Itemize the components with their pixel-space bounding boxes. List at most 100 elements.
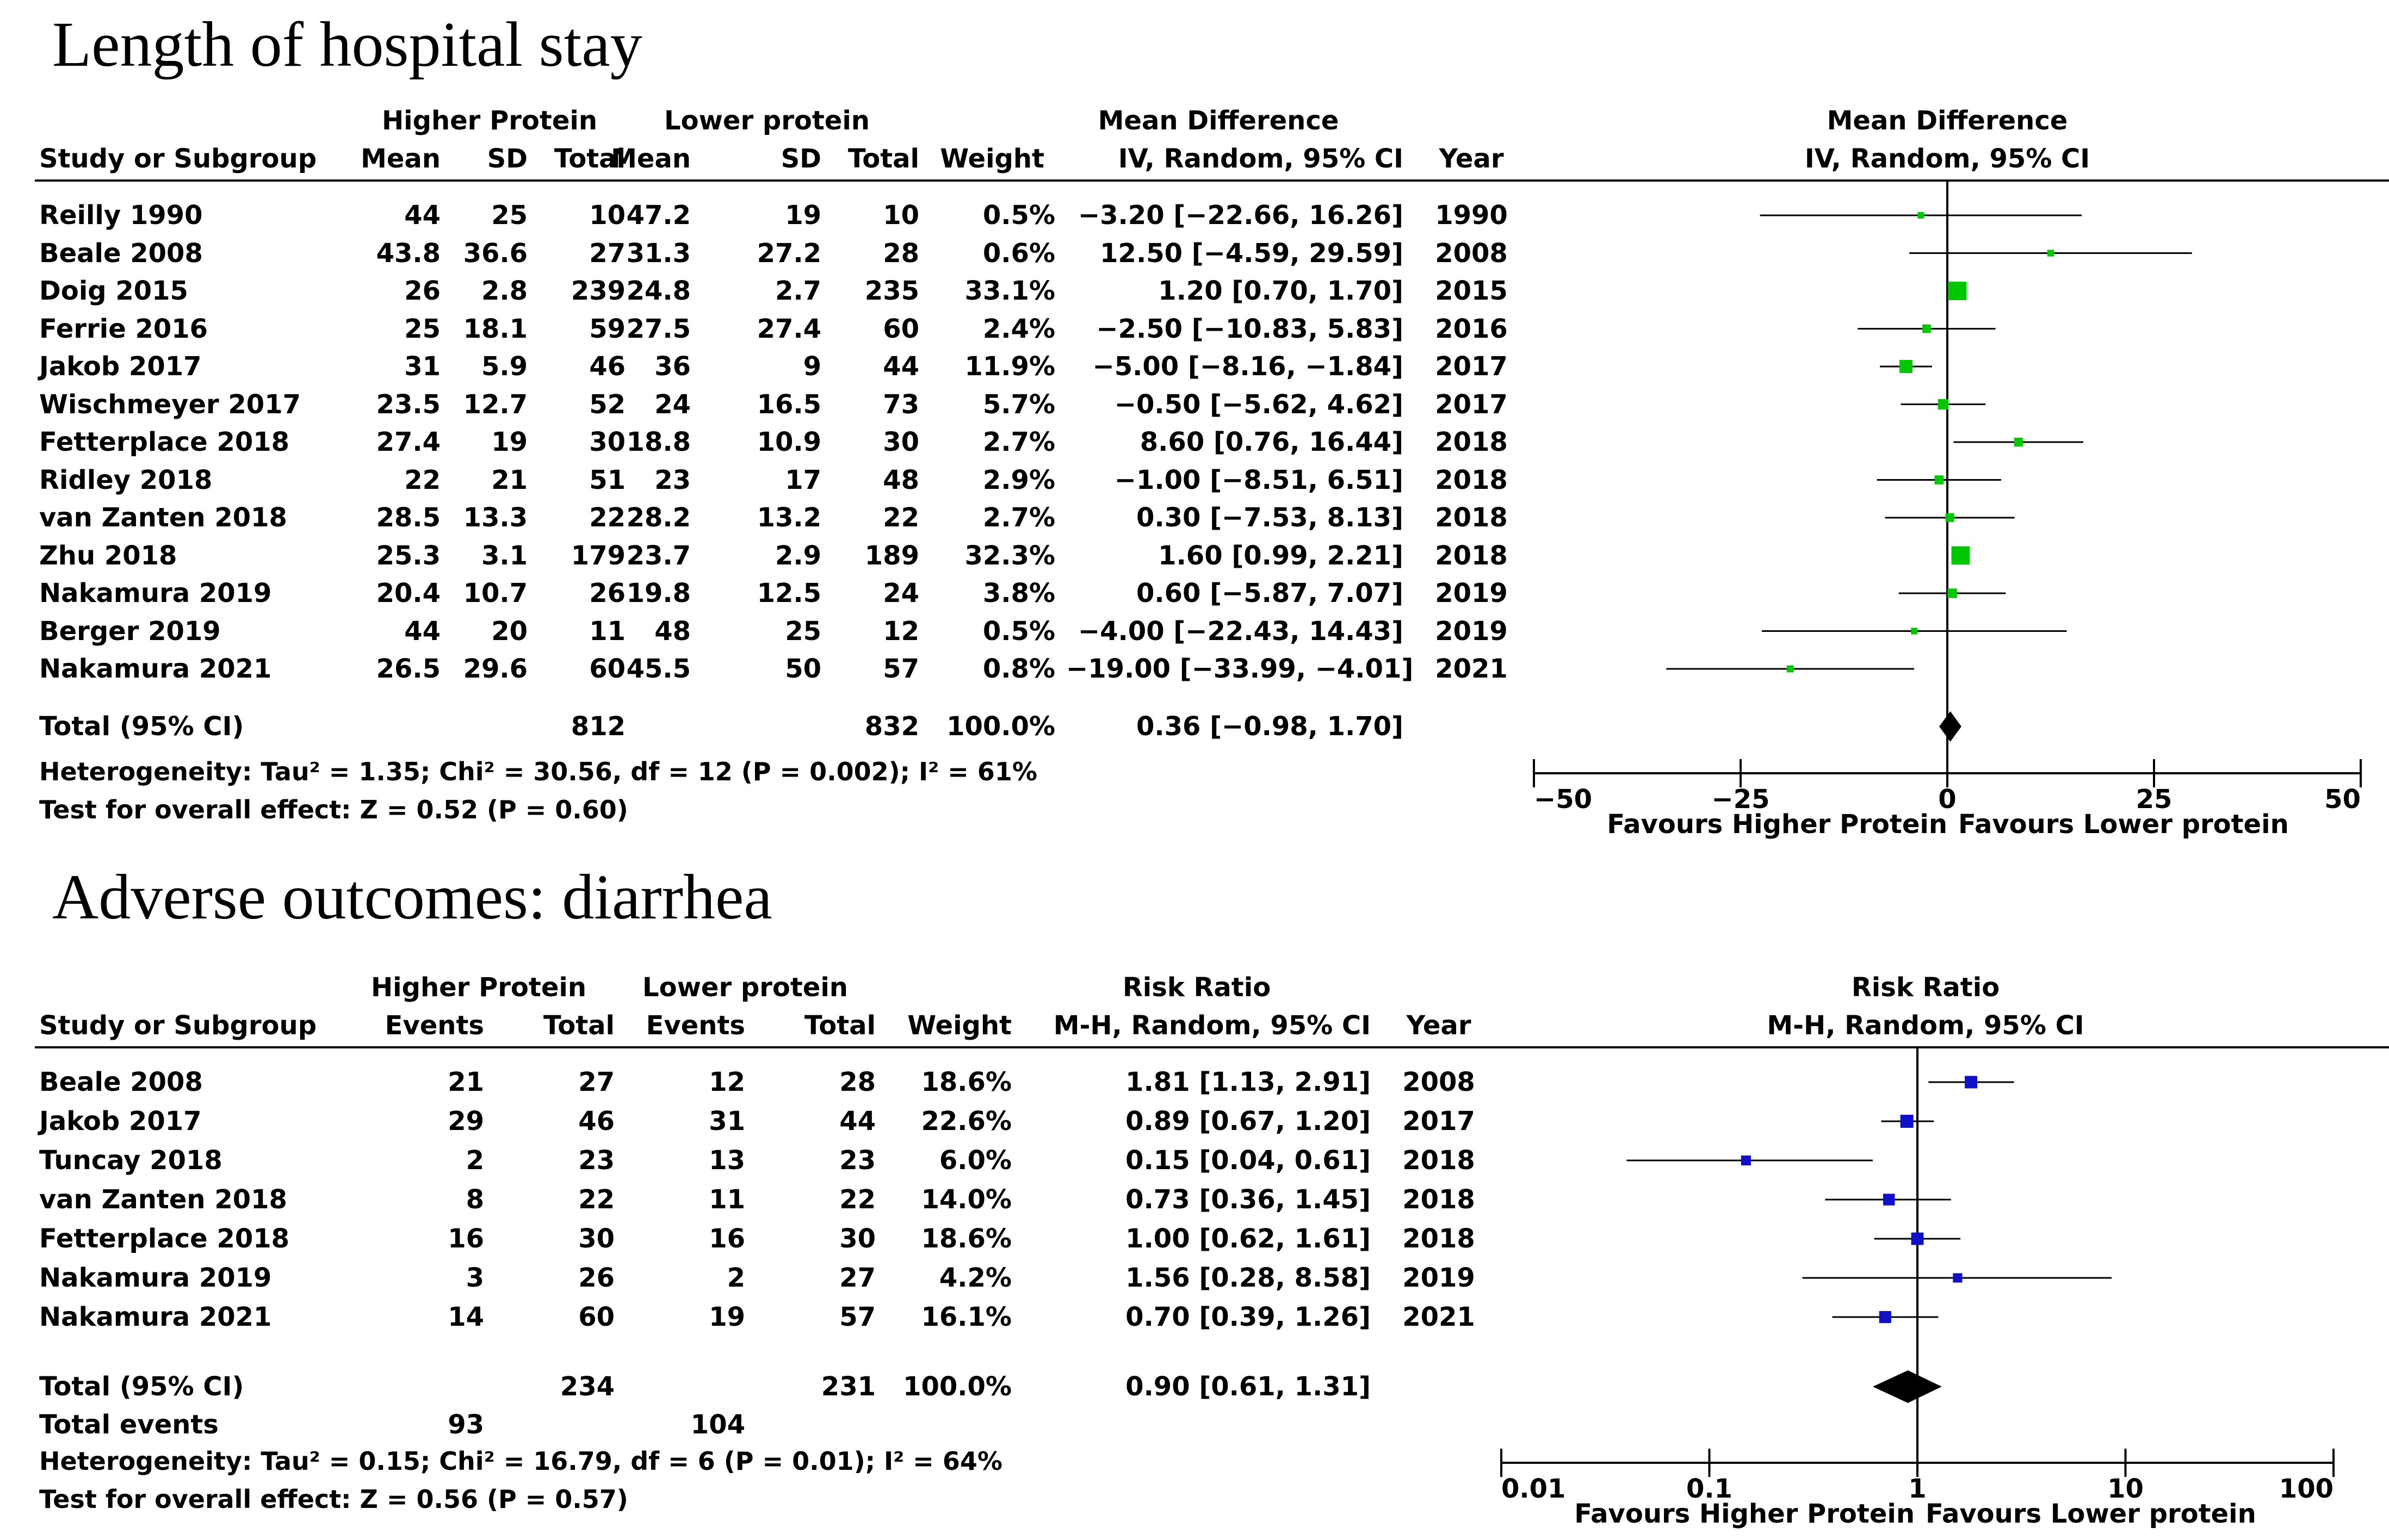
cell-c5: 12.5 [757,578,821,608]
x-axis-tick-label: −25 [1711,784,1769,815]
total2-header: Total [847,144,919,174]
plot-effect-header: Risk Ratio [1851,972,2000,1003]
cell-weight: 14.0% [921,1184,1012,1215]
cell-ci_text: 0.15 [0.04, 0.61] [1125,1145,1371,1176]
cell-year: 2018 [1402,1145,1475,1176]
cell-ci_text: 8.60 [0.76, 16.44] [1140,427,1403,457]
cell-c2: 12.7 [463,389,528,420]
cell-year: 2016 [1435,314,1508,344]
cell-c6: 24 [883,578,919,608]
cell-weight: 0.6% [982,238,1055,269]
cell-c1: 25.3 [376,541,441,571]
cell-c1: 2 [466,1145,484,1176]
mean1-header: Mean [361,144,441,174]
cell-c2: 26 [578,1263,615,1293]
study-column-header: Study or Subgroup [39,144,317,174]
cell-c1: 44 [404,200,441,231]
cell-name: Reilly 1990 [39,200,203,231]
cell-c1: 29 [448,1106,484,1137]
cell-weight: 18.6% [921,1067,1012,1097]
cell-ci_text: 0.60 [−5.87, 7.07] [1136,578,1403,608]
cell-c3: 10 [589,200,626,231]
cell-year: 2018 [1435,502,1508,533]
cell-c4: 27 [839,1263,876,1293]
group2-header: Lower protein [642,972,848,1003]
cell-weight: 11.9% [964,351,1055,382]
cell-c2: 3.1 [481,541,528,571]
cell-c3: 11 [709,1184,745,1215]
cell-c1: 25 [404,314,441,344]
study-marker [1900,1115,1914,1128]
overall-effect-text: Test for overall effect: Z = 0.52 (P = 0… [39,795,628,824]
cell-c3: 19 [709,1302,745,1332]
cell-c4: 24 [654,389,691,420]
cell-ci_text: 0.30 [−7.53, 8.13] [1136,502,1403,533]
cell-name: Berger 2019 [39,616,221,647]
study-marker [1948,282,1967,300]
total-n2: 231 [821,1371,876,1402]
cell-c2: 27 [578,1067,615,1097]
study-marker [1879,1311,1891,1324]
cell-name: Fetterplace 2018 [39,1224,290,1254]
sd1-header: SD [487,144,528,174]
forest-plot-diarrhea: Adverse outcomes: diarrhea Higher Protei… [0,848,2389,1540]
cell-name: Nakamura 2019 [39,578,272,608]
total-events-2: 104 [690,1409,745,1440]
cell-c2: 22 [578,1184,615,1215]
cell-c6: 12 [883,616,919,647]
cell-c3: 30 [589,427,626,457]
cell-c1: 8 [466,1184,484,1215]
group2-header: Lower protein [664,105,870,136]
ci-header: M-H, Random, 95% CI [1053,1010,1371,1041]
cell-c4: 23 [839,1145,876,1176]
cell-weight: 2.7% [982,502,1055,533]
heterogeneity-text: Heterogeneity: Tau² = 1.35; Chi² = 30.56… [39,757,1037,786]
study-marker [1883,1194,1895,1206]
cell-name: Ferrie 2016 [39,314,208,344]
cell-c1: 16 [448,1224,484,1254]
study-marker [1922,324,1931,333]
cell-weight: 6.0% [939,1145,1012,1176]
cell-c2: 29.6 [463,654,528,684]
cell-year: 2018 [1402,1224,1475,1254]
cell-name: Nakamura 2021 [39,1302,272,1332]
cell-c5: 27.4 [757,314,821,344]
cell-name: Fetterplace 2018 [39,427,290,457]
cell-c5: 2.9 [775,541,821,571]
cell-year: 2018 [1435,465,1508,495]
study-marker [1934,475,1944,485]
cell-c1: 44 [404,616,441,647]
cell-c3: 46 [589,351,626,382]
cell-c3: 179 [571,541,626,571]
cell-c3: 2 [727,1263,745,1293]
cell-c3: 52 [589,389,626,420]
cell-ci_text: −0.50 [−5.62, 4.62] [1114,389,1403,420]
plot-method-header: IV, Random, 95% CI [1804,144,2090,174]
study-marker [1951,546,1970,565]
favours-right-label: Favours Lower protein [1958,809,2289,840]
cell-c6: 73 [883,389,919,420]
cell-c4: 48 [654,616,691,647]
cell-ci_text: 1.56 [0.28, 8.58] [1125,1263,1371,1293]
cell-c5: 13.2 [757,502,821,533]
cell-year: 2017 [1435,389,1508,420]
cell-weight: 0.8% [982,654,1055,684]
cell-ci_text: 0.89 [0.67, 1.20] [1125,1106,1371,1137]
cell-year: 2018 [1402,1184,1475,1215]
cell-name: Jakob 2017 [39,1106,202,1137]
study-marker [1911,628,1918,635]
cell-name: Nakamura 2019 [39,1263,272,1293]
events1-header: Events [385,1010,484,1041]
cell-c5: 9 [803,351,821,382]
weight-header: Weight [907,1010,1012,1041]
cell-c5: 50 [785,654,821,684]
cell-year: 2019 [1402,1263,1475,1293]
study-marker [1786,665,1794,673]
x-axis-tick-label: 0.1 [1686,1474,1732,1504]
cell-c4: 36 [654,351,691,382]
cell-c3: 51 [589,465,626,495]
cell-c2: 19 [491,427,528,457]
cell-name: Ridley 2018 [39,465,213,495]
cell-weight: 2.4% [982,314,1055,344]
weight-header: Weight [940,144,1044,174]
